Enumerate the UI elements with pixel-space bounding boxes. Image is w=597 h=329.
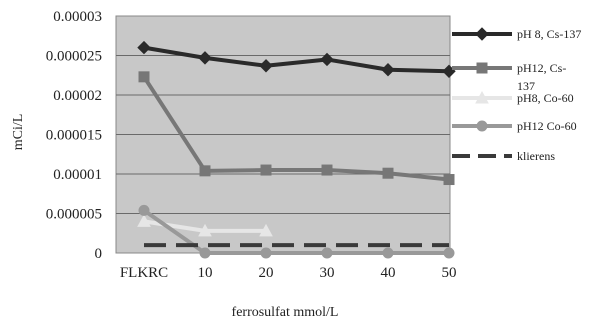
- x-axis-label: ferrosulfat mmol/L: [232, 305, 339, 320]
- data-point: [259, 59, 273, 73]
- data-point: [198, 51, 212, 65]
- y-tick-label: 0: [95, 246, 103, 262]
- y-tick-label: 0.00001: [53, 167, 102, 183]
- data-point: [320, 52, 334, 67]
- x-axis-ticks: FLKRC 10 20 30 40 50: [120, 265, 457, 281]
- data-point: [476, 62, 488, 74]
- x-tick-label: 50: [442, 265, 457, 281]
- y-tick-label: 0.000005: [46, 207, 102, 223]
- legend-label: pH12 Co-60: [517, 119, 577, 133]
- data-point: [199, 247, 211, 259]
- data-point: [199, 165, 211, 177]
- legend-label: pH 8, Cs-137: [517, 27, 581, 41]
- data-point: [138, 204, 150, 216]
- data-point: [381, 63, 395, 77]
- x-tick-label: 20: [259, 265, 274, 281]
- data-point: [198, 223, 212, 237]
- data-point: [443, 247, 455, 259]
- data-point: [260, 164, 272, 176]
- data-point: [321, 164, 333, 176]
- data-point: [476, 120, 488, 132]
- data-point: [382, 167, 394, 179]
- series-line: [143, 45, 450, 74]
- data-point: [137, 40, 151, 55]
- legend-label: klierens: [517, 149, 555, 163]
- data-point: [321, 247, 333, 259]
- legend-label: pH8, Co-60: [517, 91, 574, 105]
- x-tick-label: 40: [381, 265, 396, 281]
- legend-label: pH12, Cs-137: [517, 61, 566, 93]
- y-tick-label: 0.00002: [53, 88, 102, 104]
- data-point: [259, 223, 273, 237]
- series-line: [142, 75, 450, 182]
- data-point: [260, 247, 272, 259]
- series-lines: [142, 45, 450, 255]
- y-tick-label: 0.000025: [46, 49, 102, 65]
- data-point: [443, 174, 455, 186]
- y-tick-label: 0.00003: [53, 9, 102, 25]
- data-point: [137, 214, 151, 227]
- series-markers: [137, 40, 456, 259]
- y-tick-label: 0.000015: [46, 128, 102, 144]
- x-tick-label: FLKRC: [120, 265, 168, 281]
- data-point: [475, 27, 489, 41]
- data-point: [382, 247, 394, 259]
- data-point: [138, 71, 150, 83]
- x-tick-label: 10: [198, 265, 213, 281]
- data-point: [475, 90, 489, 104]
- x-tick-label: 30: [320, 265, 335, 281]
- y-axis-ticks: 0 0.000005 0.00001 0.000015 0.00002 0.000025 0…: [46, 9, 102, 262]
- y-axis-label: mCi/L: [11, 114, 26, 151]
